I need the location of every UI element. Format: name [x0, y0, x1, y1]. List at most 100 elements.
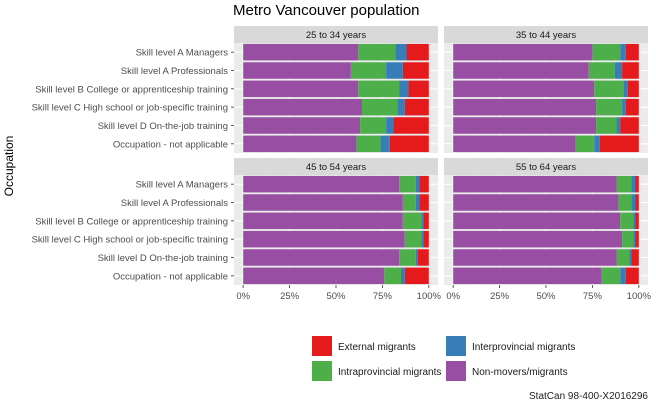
bar-segment — [453, 175, 617, 193]
bar-segment — [592, 43, 621, 61]
bar-segment — [620, 43, 626, 61]
bar-segment — [404, 230, 422, 248]
bar-segment — [417, 249, 429, 266]
bar-segment — [453, 43, 593, 61]
bar-segment — [622, 62, 639, 79]
bar-segment — [419, 175, 429, 193]
y-tick-label: Skill level D On-the-job training — [98, 121, 228, 132]
bar-segment — [361, 98, 398, 116]
x-tick-label: 50% — [326, 291, 346, 302]
bar-segment — [575, 135, 595, 153]
bar-segment — [386, 62, 403, 79]
x-tick-label: 75% — [583, 291, 603, 302]
bar-segment — [243, 194, 403, 211]
bar-segment — [453, 267, 602, 285]
bar-segment — [625, 267, 639, 285]
bar-segment — [629, 249, 632, 266]
y-axis-title: Occupation — [2, 136, 16, 197]
legend-label: Non-movers/migrants — [472, 367, 568, 378]
bar-segment — [594, 135, 600, 153]
bar-segment — [400, 267, 405, 285]
legend-label: Interprovincial migrants — [472, 342, 575, 353]
facet-strip — [234, 26, 438, 43]
bar-segment — [616, 249, 630, 266]
bar-segment — [622, 98, 626, 116]
bar-segment — [402, 212, 422, 230]
bar-segment — [243, 98, 362, 116]
bar-segment — [243, 175, 400, 193]
bar-segment — [397, 98, 405, 116]
bar-segment — [631, 175, 636, 193]
bar-segment — [384, 267, 401, 285]
bar-segment — [635, 230, 639, 248]
legend-label: External migrants — [338, 342, 416, 353]
bar-segment — [620, 117, 639, 134]
facet-strip-label: 25 to 34 years — [306, 30, 366, 41]
bar-segment — [399, 249, 416, 266]
bar-segment — [408, 80, 429, 98]
bar-segment — [243, 135, 357, 153]
bar-segment — [243, 80, 359, 98]
x-tick-label: 0% — [446, 291, 460, 302]
bar-segment — [404, 98, 429, 116]
bar-segment — [453, 98, 597, 116]
bar-segment — [618, 194, 632, 211]
y-tick-label: Skill level C High school or job-specifi… — [32, 103, 228, 114]
bar-segment — [635, 175, 639, 193]
bar-segment — [386, 117, 394, 134]
bar-segment — [625, 98, 639, 116]
bar-segment — [402, 62, 429, 79]
bar-segment — [406, 43, 429, 61]
x-tick-label: 25% — [490, 291, 510, 302]
facet-strip-label: 55 to 64 years — [516, 162, 576, 173]
bar-segment — [594, 80, 624, 98]
y-tick-label: Skill level C High school or job-specifi… — [32, 235, 228, 246]
bar-segment — [623, 80, 628, 98]
y-tick-label: Occupation - not applicable — [113, 271, 228, 282]
bar-segment — [622, 230, 634, 248]
bar-segment — [625, 43, 639, 61]
bar-segment — [453, 212, 621, 230]
bar-segment — [243, 267, 385, 285]
facet-strip — [234, 158, 438, 175]
source-caption: StatCan 98-400-X2016296 — [529, 391, 648, 402]
bar-segment — [616, 175, 632, 193]
bar-segment — [596, 117, 617, 134]
bar-segment — [389, 135, 429, 153]
y-tick-label: Skill level B College or apprenticeship … — [35, 84, 228, 95]
facet-strip — [444, 158, 648, 175]
bar-segment — [453, 194, 619, 211]
legend-label: Intraprovincial migrants — [338, 367, 441, 378]
bar-segment — [395, 43, 407, 61]
bar-segment — [588, 62, 615, 79]
x-tick-label: 50% — [536, 291, 556, 302]
bar-segment — [620, 212, 634, 230]
legend-swatch — [446, 361, 466, 381]
chart-title: Metro Vancouver population — [233, 2, 420, 19]
bar-segment — [243, 212, 403, 230]
bar-segment — [358, 80, 400, 98]
bar-segment — [415, 249, 418, 266]
bar-segment — [415, 175, 420, 193]
bar-segment — [243, 62, 351, 79]
legend-swatch — [446, 336, 466, 356]
bar-segment — [380, 135, 390, 153]
bar-segment — [415, 194, 420, 211]
y-tick-label: Occupation - not applicable — [113, 139, 228, 150]
bar-segment — [360, 117, 387, 134]
bar-segment — [404, 267, 429, 285]
bar-segment — [599, 135, 639, 153]
x-tick-label: 100% — [627, 291, 652, 302]
bar-segment — [421, 230, 424, 248]
bar-segment — [356, 135, 381, 153]
bar-segment — [633, 230, 636, 248]
bar-segment — [453, 117, 597, 134]
x-tick-label: 25% — [280, 291, 300, 302]
bar-segment — [350, 62, 387, 79]
y-tick-label: Skill level D On-the-job training — [98, 253, 228, 264]
bar-segment — [635, 194, 639, 211]
x-tick-label: 100% — [417, 291, 442, 302]
bar-segment — [399, 80, 409, 98]
bar-segment — [358, 43, 396, 61]
bar-segment — [633, 212, 636, 230]
